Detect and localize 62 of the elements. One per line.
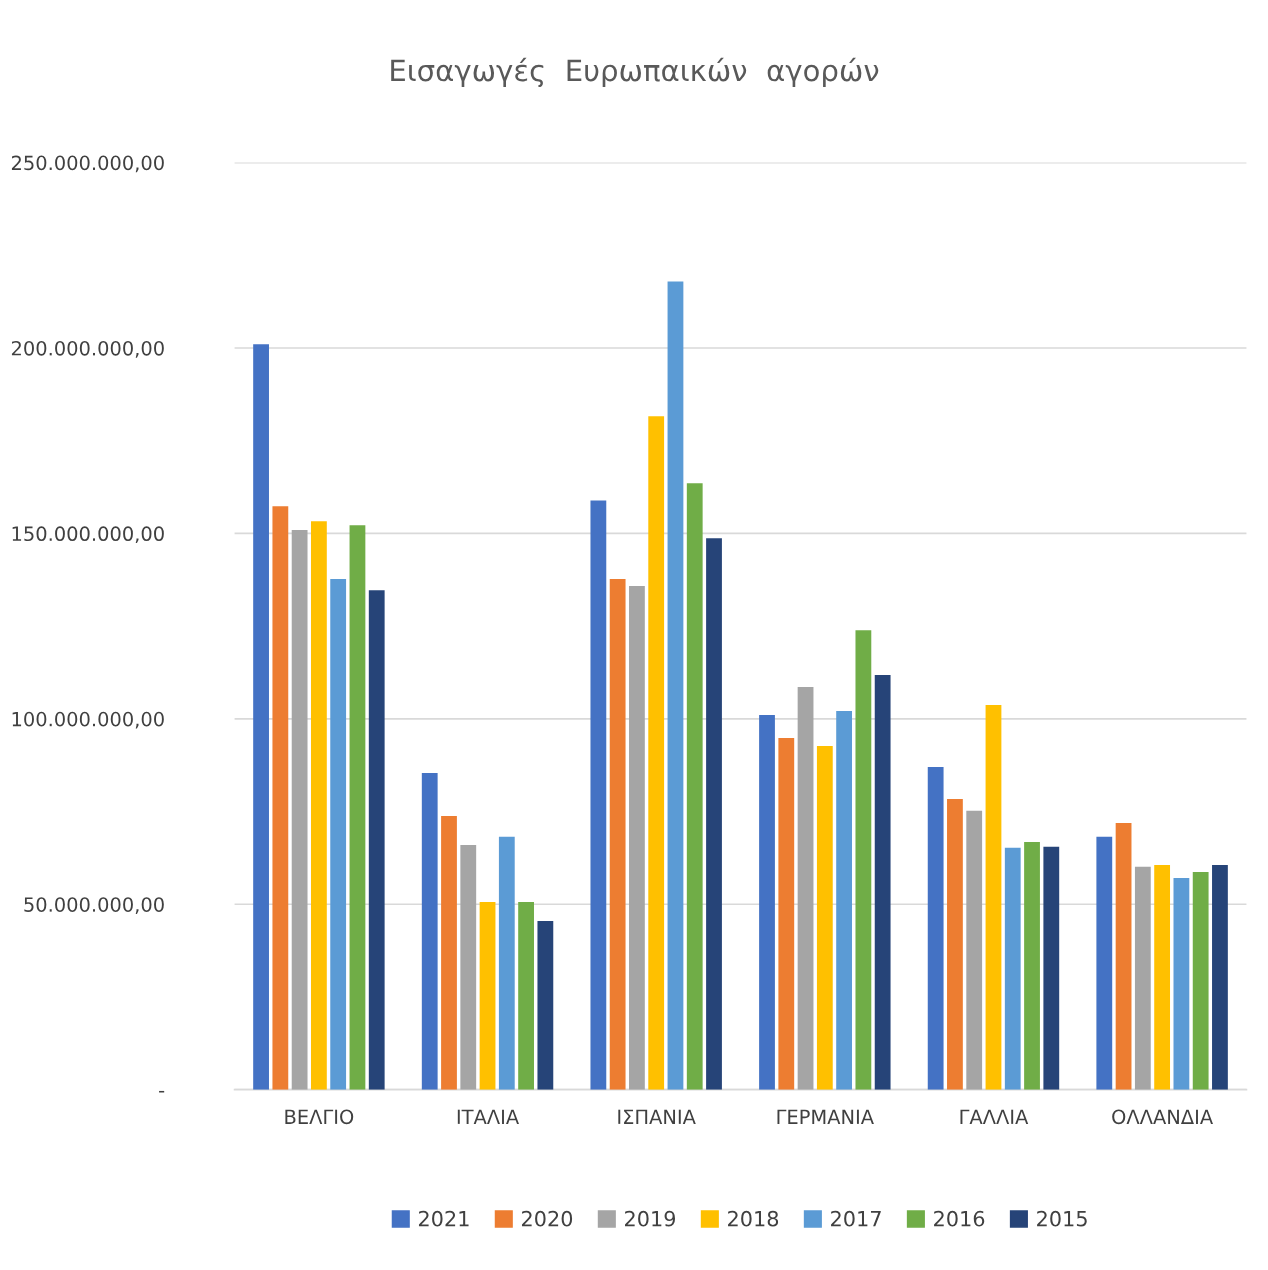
bar <box>421 772 438 1090</box>
bar <box>1192 871 1209 1090</box>
bar <box>1154 864 1171 1090</box>
y-tick-label: 150.000.000,00 <box>12 526 164 544</box>
bar <box>797 686 814 1090</box>
bar <box>874 675 891 1090</box>
bar <box>349 525 366 1090</box>
bar <box>330 579 347 1090</box>
bar <box>855 630 872 1090</box>
bar <box>648 416 665 1090</box>
x-tick-label: ΙΤΑΛΙΑ <box>457 1109 520 1124</box>
y-tick-label: - <box>159 1090 165 1093</box>
legend-label: 2019 <box>625 1210 676 1227</box>
bar <box>291 530 308 1090</box>
bar <box>498 836 515 1090</box>
bar <box>985 705 1002 1090</box>
y-tick-label: 250.000.000,00 <box>11 155 164 173</box>
bar <box>272 506 289 1090</box>
bar <box>441 815 457 1090</box>
y-tick-label: 100.000.000,00 <box>12 711 164 729</box>
bar <box>1004 847 1021 1090</box>
bar <box>368 590 385 1090</box>
bar <box>537 920 554 1090</box>
legend-label: 2020 <box>521 1210 573 1227</box>
bar <box>816 745 833 1090</box>
chart-title: Εισαγωγές Ευρωπαικών αγορών <box>391 57 879 88</box>
bar <box>706 538 722 1090</box>
bar <box>966 810 983 1090</box>
legend-label: 2015 <box>1037 1210 1087 1227</box>
bar <box>686 483 703 1090</box>
bar <box>836 711 853 1090</box>
y-tick-label: 200.000.000,00 <box>11 340 164 358</box>
legend-label: 2018 <box>728 1210 779 1227</box>
bar <box>1212 864 1228 1090</box>
bar <box>1115 823 1132 1090</box>
bar <box>927 767 944 1090</box>
bar <box>759 715 775 1090</box>
bar <box>778 738 795 1090</box>
x-tick-label: ΓΑΛΛΙΑ <box>960 1109 1029 1124</box>
bar <box>1096 836 1113 1090</box>
bar <box>609 579 626 1090</box>
bar <box>479 902 496 1090</box>
x-tick-label: ΙΣΠΑΝΙΑ <box>618 1109 696 1124</box>
legend-label: 2017 <box>831 1210 881 1227</box>
bar <box>518 902 534 1090</box>
bar <box>947 798 963 1090</box>
bar <box>629 586 645 1090</box>
legend-label: 2021 <box>418 1210 469 1227</box>
bar <box>1134 866 1151 1090</box>
bar <box>253 344 269 1090</box>
bar <box>667 281 684 1090</box>
legend-label: 2016 <box>934 1210 985 1227</box>
y-tick-label: 50.000.000,00 <box>24 897 164 914</box>
bar <box>590 500 607 1090</box>
x-tick-label: ΓΕΡΜΑΝΙΑ <box>777 1109 874 1124</box>
bar <box>1024 841 1040 1090</box>
x-tick-label: ΟΛΛΑΝΔΙΑ <box>1112 1109 1214 1125</box>
bar <box>1173 877 1190 1090</box>
bar <box>311 521 327 1090</box>
x-tick-label: ΒΕΛΓΙΟ <box>285 1109 354 1125</box>
bar <box>460 844 477 1090</box>
bar <box>1043 846 1060 1090</box>
